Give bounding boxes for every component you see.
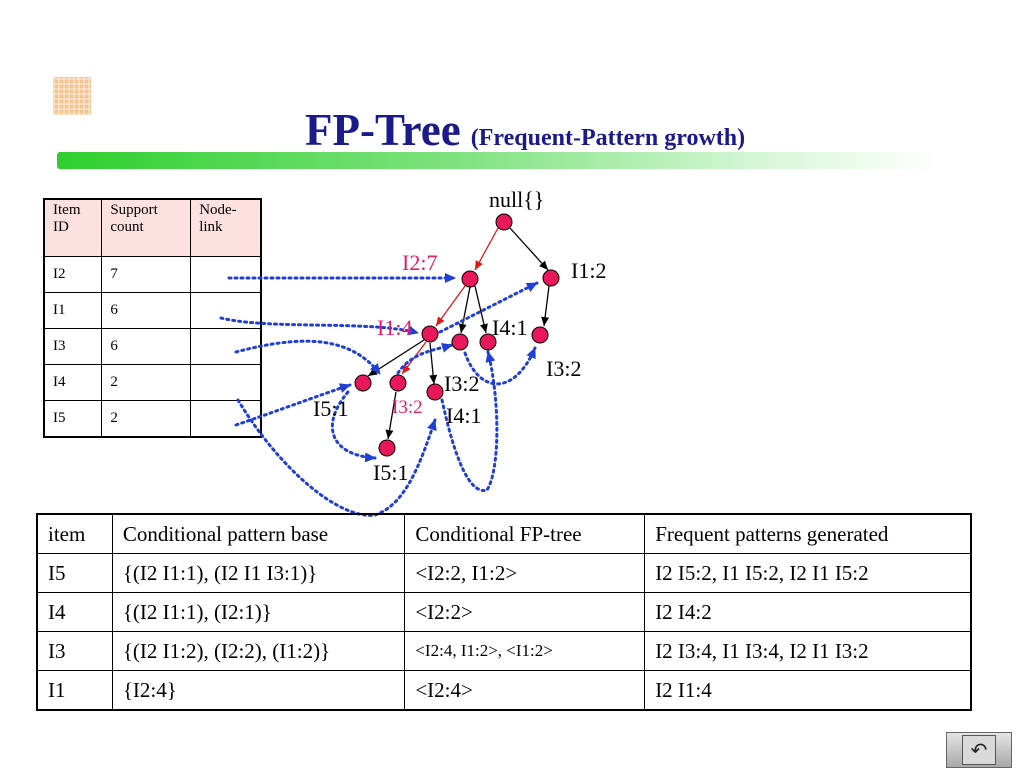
table-row: I5 {(I2 I1:1), (I2 I1 I3:1)} <I2:2, I1:2… [36, 553, 972, 593]
frequent-patterns-cell: I2 I5:2, I1 I5:2, I2 I1 I5:2 [644, 553, 972, 593]
header-table-head-row: Item ID Support count Node-link [43, 198, 262, 257]
item-cell: I4 [36, 592, 113, 632]
col-conditional-fp-tree: Conditional FP-tree [404, 513, 646, 554]
fp-tree-cell: <I2:2> [404, 592, 646, 632]
label-i4-b: I4:1 [446, 403, 481, 428]
item-id-cell: I4 [43, 364, 103, 401]
item-cell: I5 [36, 553, 113, 593]
node-link-i3-b [396, 343, 454, 375]
title-underline-bar [57, 152, 940, 169]
node-i5-bottom [378, 439, 396, 457]
pattern-base-cell: {I2:4} [111, 670, 406, 711]
table-row: I2 7 [43, 256, 262, 293]
pattern-base-cell: {(I2 I1:2), (I2:2), (I1:2)} [111, 631, 406, 671]
node-link-cell [190, 400, 262, 438]
label-i5-b: I5:1 [373, 460, 408, 485]
node-link-i1-b [438, 281, 539, 334]
node-link-i3-a [234, 339, 382, 376]
label-i3-b: I3:2 [392, 397, 423, 418]
return-icon: ↶ [962, 735, 996, 765]
col-conditional-pattern-base: Conditional pattern base [111, 513, 406, 554]
label-i1: I1:4 [377, 315, 412, 340]
frequent-patterns-cell: I2 I3:4, I1 I3:4, I2 I1 I3:2 [644, 631, 972, 671]
label-i3-right: I3:2 [546, 356, 581, 381]
title-main: FP-Tree [305, 105, 461, 155]
node-i3-right [531, 326, 549, 344]
edge-i1-i4 [429, 342, 438, 385]
edge-i2-i1 [435, 285, 466, 327]
table-row: I3 6 [43, 328, 262, 365]
label-i3-a: I3:2 [444, 371, 479, 396]
edge-root-i2 [474, 227, 499, 271]
edge-i2-i4 [474, 285, 488, 334]
edge-root-i1 [509, 227, 549, 271]
edge-i3-i5 [385, 391, 397, 440]
support-count-cell: 2 [101, 400, 192, 438]
node-i1 [421, 325, 439, 343]
node-i4-mid [479, 333, 497, 351]
support-count-cell: 6 [101, 292, 192, 329]
node-link-i4-b [440, 350, 499, 492]
table-row: I4 {(I2 I1:1), (I2:1)} <I2:2> I2 I4:2 [36, 592, 972, 632]
item-id-cell: I3 [43, 328, 103, 365]
page-title: FP-Tree (Frequent-Pattern growth) [305, 104, 745, 156]
col-item: item [36, 513, 113, 554]
col-node-link: Node-link [190, 198, 262, 257]
label-i1-top: I1:2 [571, 258, 606, 283]
node-i5-left [354, 374, 372, 392]
table-row: I4 2 [43, 364, 262, 401]
node-i1-top [542, 269, 560, 287]
item-cell: I1 [36, 670, 113, 711]
table-row: I1 {I2:4} <I2:4> I2 I1:4 [36, 670, 972, 711]
col-frequent-patterns: Frequent patterns generated [644, 513, 972, 554]
fp-tree-cell: <I2:2, I1:2> [404, 553, 646, 593]
fp-tree-cell: <I2:4> [404, 670, 646, 711]
pattern-table-head-row: item Conditional pattern base Conditiona… [36, 513, 972, 554]
frequent-patterns-cell: I2 I1:4 [644, 670, 972, 711]
node-link-cell [190, 256, 262, 293]
edge-i1-i3b [401, 341, 427, 375]
item-id-cell: I1 [43, 292, 103, 329]
header-table: Item ID Support count Node-link I2 7 I1 … [43, 198, 262, 438]
return-button[interactable]: ↶ [946, 732, 1012, 768]
node-i3-mid [451, 333, 469, 351]
item-cell: I3 [36, 631, 113, 671]
pattern-base-cell: {(I2 I1:1), (I2 I1 I3:1)} [111, 553, 406, 593]
conditional-pattern-table: item Conditional pattern base Conditiona… [36, 513, 972, 711]
node-link-cell [190, 328, 262, 365]
frequent-patterns-cell: I2 I4:2 [644, 592, 972, 632]
table-row: I5 2 [43, 400, 262, 438]
col-item-id: Item ID [43, 198, 103, 257]
node-link-i1-a [219, 316, 420, 336]
label-i2: I2:7 [402, 250, 437, 275]
support-count-cell: 2 [101, 364, 192, 401]
node-link-cell [190, 364, 262, 401]
node-link-i3-c [463, 346, 537, 386]
item-id-cell: I5 [43, 400, 103, 438]
node-link-i5-b [330, 390, 377, 463]
label-i4-a: I4:1 [492, 315, 527, 340]
edge-i2-i3 [458, 286, 471, 334]
title-subtitle: (Frequent-Pattern growth) [470, 125, 746, 151]
pattern-base-cell: {(I2 I1:1), (I2:1)} [111, 592, 406, 632]
col-support-count: Support count [101, 198, 192, 257]
node-i4-low [426, 383, 444, 401]
edge-i1-i3 [541, 285, 550, 327]
label-root: null{} [489, 187, 544, 212]
node-i2 [461, 270, 479, 288]
label-i5-a: I5:1 [313, 396, 348, 421]
fp-tree-cell: <I2:4, I1:2>, <I1:2> [404, 631, 646, 671]
node-root [495, 213, 513, 231]
logo [53, 77, 91, 115]
table-row: I3 {(I2 I1:2), (I2:2), (I1:2)} <I2:4, I1… [36, 631, 972, 671]
node-i3-low [389, 374, 407, 392]
